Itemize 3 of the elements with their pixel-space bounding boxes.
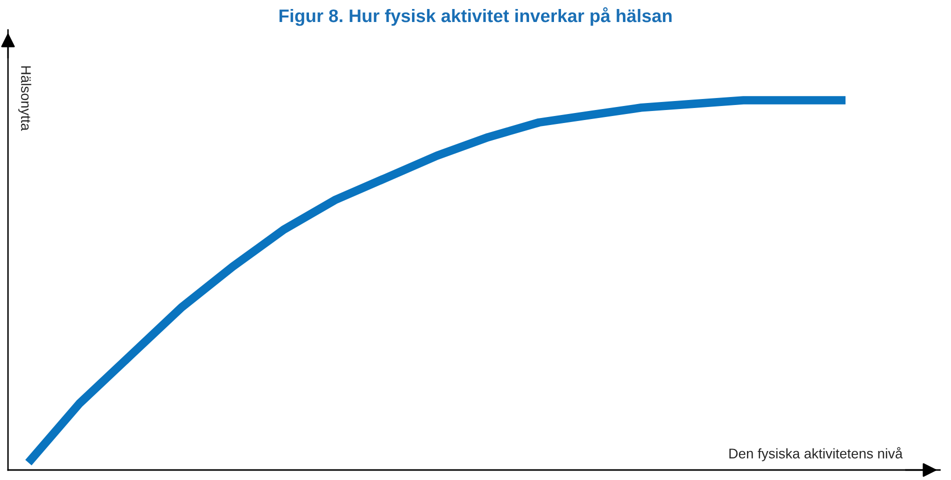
y-axis-title: Hälsonytta <box>18 66 32 131</box>
chart-title: Figur 8. Hur fysisk aktivitet inverkar på hälsan <box>280 7 672 26</box>
x-axis-title: Den fysiska aktivitetens nivå <box>729 447 903 462</box>
